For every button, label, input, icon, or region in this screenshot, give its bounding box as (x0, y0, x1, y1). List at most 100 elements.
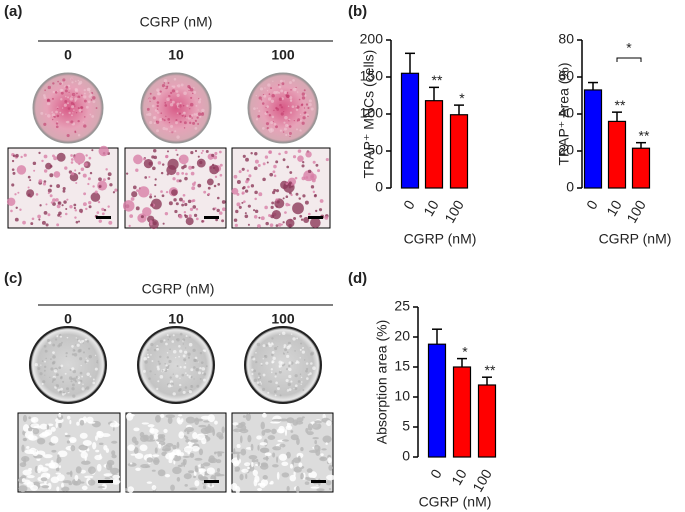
dish-texture (271, 343, 274, 346)
dose-label: 0 (64, 311, 72, 327)
dish-texture (82, 339, 85, 343)
micrograph-texture (261, 412, 267, 418)
dish-texture (77, 95, 81, 99)
dish-texture (199, 366, 202, 370)
micrograph-texture (278, 425, 285, 434)
micrograph-texture (26, 189, 35, 198)
micrograph-texture (165, 154, 169, 159)
micrograph-texture (250, 443, 254, 451)
micrograph-texture (125, 172, 129, 175)
micrograph-texture (122, 200, 135, 212)
micrograph-texture (88, 156, 92, 160)
dish-texture (56, 121, 59, 123)
dish-texture (171, 89, 176, 93)
micrograph-texture (269, 172, 274, 177)
micrograph-texture (207, 192, 211, 196)
micrograph-texture (154, 178, 157, 181)
dish-texture (269, 129, 273, 133)
dish-texture (261, 102, 265, 105)
micrograph-texture (235, 209, 239, 214)
micrograph-texture (292, 202, 304, 215)
dish-texture (290, 333, 293, 335)
dish-texture (305, 362, 309, 365)
scale-bar (96, 216, 111, 219)
micrograph-texture (198, 424, 207, 428)
dish-texture (40, 111, 44, 115)
micrograph-texture (242, 154, 246, 158)
micrograph-texture (272, 170, 276, 174)
x-tick-label: 0 (427, 466, 445, 481)
micrograph-texture (181, 203, 185, 207)
micrograph-texture (178, 214, 183, 219)
micrograph-texture (195, 208, 199, 211)
dish-texture (267, 83, 271, 87)
micrograph-texture (199, 160, 203, 165)
dish-texture (285, 379, 289, 383)
dish-texture (85, 105, 89, 109)
dish-texture (294, 384, 298, 388)
dish-texture (265, 122, 270, 126)
dish-texture (55, 122, 59, 125)
micrograph-texture (173, 198, 177, 202)
micrograph-texture (16, 165, 27, 175)
dish-texture (44, 89, 46, 92)
dish-texture (267, 97, 272, 101)
dish-texture (271, 93, 275, 98)
micrograph-texture (127, 444, 135, 451)
micrograph-texture (302, 161, 305, 164)
micrograph-texture (306, 431, 314, 436)
dish-texture (57, 344, 61, 348)
dish-texture (37, 366, 41, 370)
dish-texture (156, 108, 159, 110)
micrograph-texture (281, 461, 289, 467)
micrograph-texture (176, 153, 179, 156)
dish-texture (163, 79, 168, 83)
dish-texture (191, 92, 194, 95)
dish-texture (164, 101, 167, 104)
dish-texture (81, 387, 85, 391)
dish-texture (175, 90, 179, 93)
micrograph-texture (78, 444, 88, 451)
dose-label: 0 (64, 47, 72, 63)
micrograph-texture (304, 200, 309, 205)
dish-texture (280, 112, 284, 116)
micrograph-texture (268, 150, 273, 155)
micrograph-texture (182, 200, 186, 204)
micrograph-texture (247, 179, 250, 182)
dish-texture (296, 128, 298, 131)
dish-texture (275, 90, 279, 94)
dish-texture (186, 374, 189, 377)
dish-texture (67, 390, 70, 393)
dish-texture (193, 113, 197, 116)
micrograph-texture (22, 220, 26, 225)
micrograph-texture (278, 453, 288, 461)
micrograph-texture (319, 199, 324, 203)
micrograph-texture (147, 215, 155, 223)
micrograph-texture (132, 185, 137, 190)
y-axis-label: TRAP⁺ Area (%) (556, 62, 572, 165)
dish-texture (77, 82, 81, 86)
dish-texture (291, 105, 295, 109)
dish-texture (187, 352, 191, 356)
micrograph-texture (214, 207, 217, 210)
dish-texture (285, 133, 288, 137)
micrograph-texture (108, 220, 113, 225)
micrograph-texture (73, 206, 76, 210)
dish-texture (199, 351, 203, 355)
micrograph-texture (197, 183, 202, 188)
micrograph-texture (269, 223, 274, 227)
micrograph-texture (102, 178, 106, 182)
dish-texture (78, 109, 82, 113)
micrograph-texture (277, 222, 282, 227)
micrograph-texture (251, 461, 254, 468)
dish-texture (86, 87, 91, 92)
dish-texture (71, 92, 76, 97)
significance: ** (639, 127, 650, 143)
dish-texture (70, 380, 73, 383)
micrograph-texture (157, 443, 162, 449)
dish-texture (266, 126, 269, 130)
dish-texture (156, 101, 160, 104)
micrograph-texture (215, 459, 222, 464)
x-tick-label: 0 (400, 197, 418, 212)
micrograph-texture (221, 219, 225, 223)
